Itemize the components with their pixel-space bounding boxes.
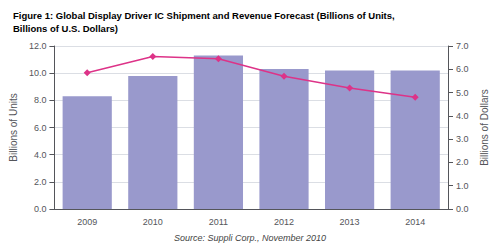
svg-text:Billions of U.S. Dollars): Billions of U.S. Dollars) xyxy=(13,23,118,34)
svg-text:12.0: 12.0 xyxy=(29,41,47,51)
svg-text:0.0: 0.0 xyxy=(34,204,47,214)
svg-text:0.0: 0.0 xyxy=(456,204,469,214)
svg-text:2.0: 2.0 xyxy=(34,177,47,187)
svg-text:2010: 2010 xyxy=(143,217,163,227)
svg-text:4.0: 4.0 xyxy=(456,111,469,121)
svg-text:3.0: 3.0 xyxy=(456,134,469,144)
svg-text:8.0: 8.0 xyxy=(34,95,47,105)
svg-text:2014: 2014 xyxy=(405,217,425,227)
svg-text:7.0: 7.0 xyxy=(456,41,469,51)
svg-text:6.0: 6.0 xyxy=(34,123,47,133)
svg-text:4.0: 4.0 xyxy=(34,150,47,160)
svg-text:2011: 2011 xyxy=(209,217,228,227)
svg-text:2.0: 2.0 xyxy=(456,157,469,167)
svg-text:Billions of Units: Billions of Units xyxy=(8,93,19,161)
svg-text:Source: Suppli Corp., November: Source: Suppli Corp., November 2010 xyxy=(174,233,326,243)
svg-text:10.0: 10.0 xyxy=(29,68,47,78)
svg-text:Figure 1: Global Display Drive: Figure 1: Global Display Driver IC Shipm… xyxy=(13,10,395,21)
svg-text:Billions of Dollars: Billions of Dollars xyxy=(479,89,490,166)
svg-text:6.0: 6.0 xyxy=(456,64,469,74)
svg-text:1.0: 1.0 xyxy=(456,181,469,191)
svg-text:2012: 2012 xyxy=(274,217,294,227)
svg-text:2013: 2013 xyxy=(340,217,360,227)
svg-text:2009: 2009 xyxy=(77,217,97,227)
svg-text:5.0: 5.0 xyxy=(456,88,469,98)
